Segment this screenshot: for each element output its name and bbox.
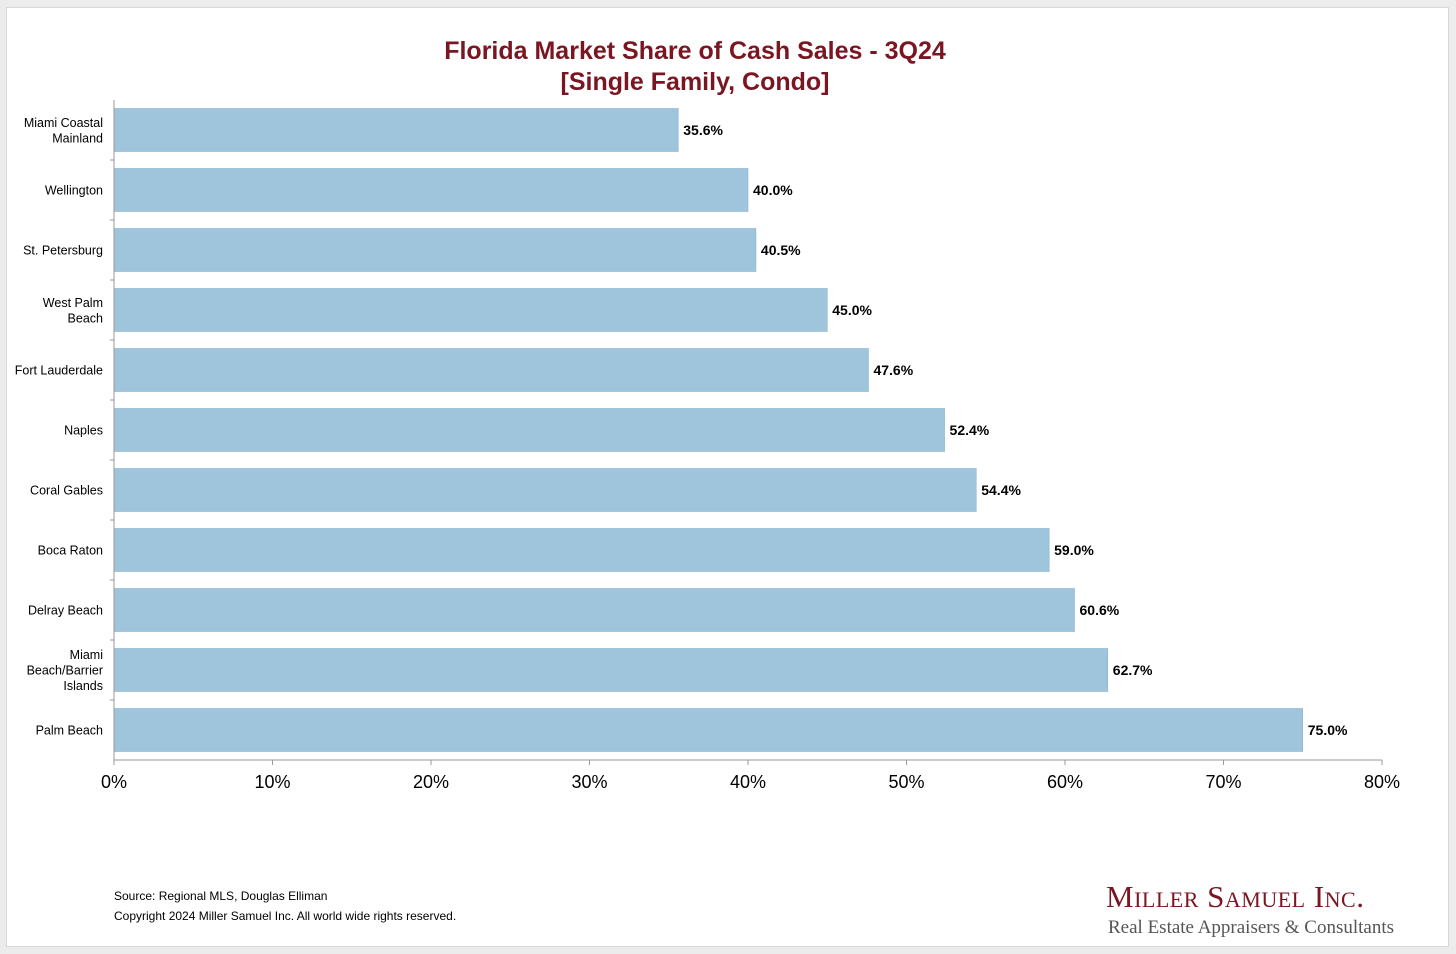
category-label: Boca Raton <box>38 544 103 558</box>
bar <box>113 648 1109 692</box>
data-label: 52.4% <box>950 422 990 438</box>
x-tick-label: 80% <box>1364 772 1400 792</box>
chart-title-line-2: [Single Family, Condo] <box>560 68 830 96</box>
category-label: Miami Coastal Mainland <box>24 116 103 146</box>
data-label: 60.6% <box>1080 602 1120 618</box>
chart-title: Florida Market Share of Cash Sales - 3Q2… <box>0 36 1390 98</box>
bar <box>113 348 869 392</box>
chart-title-line-1: Florida Market Share of Cash Sales - 3Q2… <box>444 37 946 65</box>
category-label: Naples <box>64 424 103 438</box>
x-tick-label: 30% <box>571 772 607 792</box>
x-tick-label: 10% <box>254 772 290 792</box>
category-label: West Palm Beach <box>43 296 103 326</box>
brand-tagline: Real Estate Appraisers & Consultants <box>1108 917 1395 938</box>
x-tick-label: 40% <box>730 772 766 792</box>
data-label: 59.0% <box>1054 542 1094 558</box>
data-label: 54.4% <box>981 482 1021 498</box>
bar <box>113 228 757 272</box>
x-tick-label: 60% <box>1047 772 1083 792</box>
bar <box>113 168 749 212</box>
category-label: Coral Gables <box>30 484 103 498</box>
bar <box>113 288 828 332</box>
bar <box>113 528 1050 572</box>
source-note: Source: Regional MLS, Douglas Elliman <box>114 889 328 903</box>
category-label: Palm Beach <box>36 724 103 738</box>
copyright-note: Copyright 2024 Miller Samuel Inc. All wo… <box>114 909 457 923</box>
data-label: 40.0% <box>753 182 793 198</box>
category-label: Wellington <box>45 184 103 198</box>
bar <box>113 468 977 512</box>
brand-name: Miller Samuel Inc. <box>1106 879 1365 914</box>
category-label: Miami Beach/Barrier Islands <box>27 648 103 693</box>
source-block: Source: Regional MLS, Douglas Elliman Co… <box>114 886 456 926</box>
category-label: Fort Lauderdale <box>15 364 103 378</box>
bar <box>113 588 1075 632</box>
data-label: 40.5% <box>761 242 801 258</box>
x-tick-label: 0% <box>101 772 127 792</box>
category-label: Delray Beach <box>28 604 103 618</box>
data-label: 45.0% <box>832 302 872 318</box>
x-tick-label: 20% <box>413 772 449 792</box>
data-label: 47.6% <box>873 362 913 378</box>
data-label: 62.7% <box>1113 662 1153 678</box>
x-tick-label: 50% <box>888 772 924 792</box>
bar <box>113 408 945 452</box>
bar <box>113 708 1304 752</box>
data-label: 35.6% <box>683 122 723 138</box>
data-label: 75.0% <box>1308 722 1348 738</box>
x-tick-label: 70% <box>1205 772 1241 792</box>
brand-logo: Miller Samuel Inc. Real Estate Appraiser… <box>1100 878 1400 940</box>
bar <box>113 108 679 152</box>
category-label: St. Petersburg <box>23 244 103 258</box>
